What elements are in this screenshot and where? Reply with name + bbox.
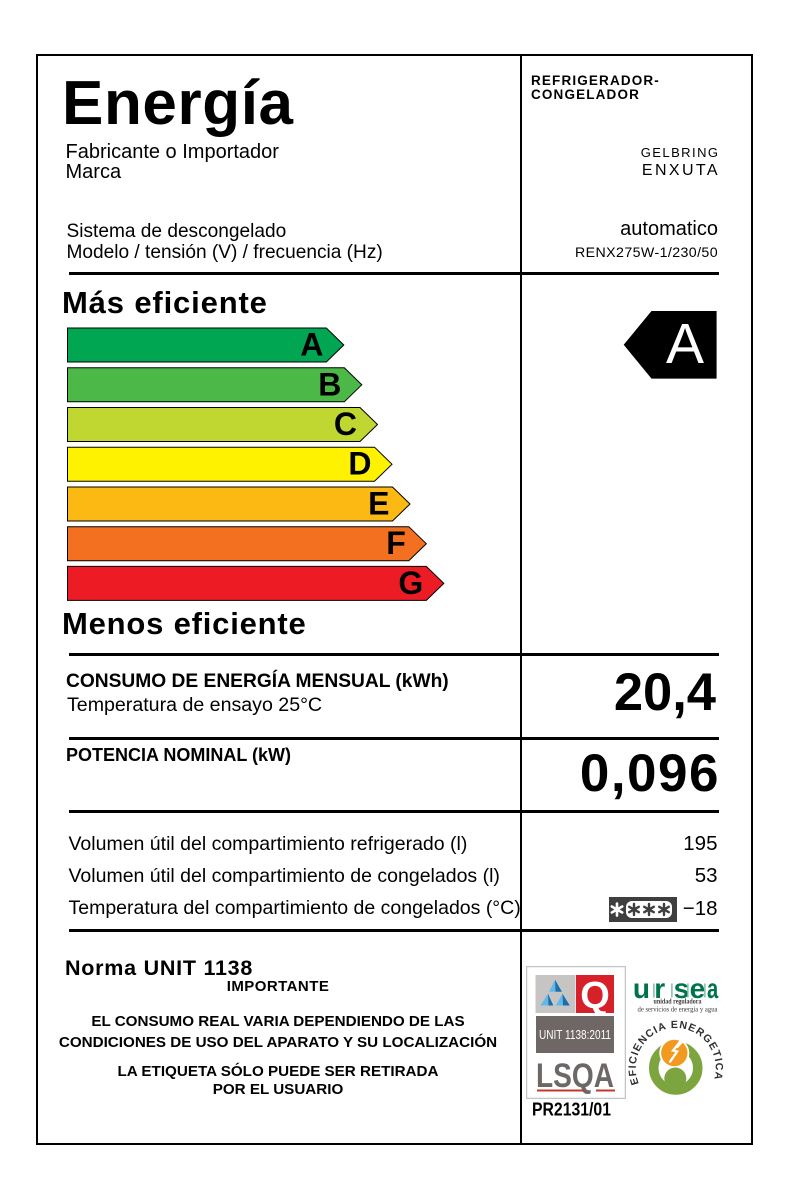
svg-text:E: E	[368, 486, 389, 522]
svg-text:unidad reguladora: unidad reguladora	[654, 999, 703, 1006]
svg-text:C: C	[334, 406, 357, 442]
svg-text:de servicios de energía y agua: de servicios de energía y agua	[638, 1006, 719, 1014]
svg-text:e: e	[690, 975, 706, 1004]
svg-text:r: r	[654, 975, 665, 1004]
svg-text:LSQA: LSQA	[536, 1057, 614, 1095]
svg-text:s: s	[674, 975, 690, 1004]
svg-text:PR2131/01: PR2131/01	[532, 1099, 611, 1120]
svg-text:A: A	[666, 312, 704, 376]
svg-text:B: B	[318, 366, 341, 402]
svg-text:UNIT 1138:2011: UNIT 1138:2011	[539, 1027, 611, 1042]
svg-text:F: F	[386, 525, 406, 561]
svg-text:G: G	[398, 565, 423, 601]
svg-text:A: A	[300, 327, 323, 363]
svg-text:Q: Q	[580, 975, 610, 1017]
svg-text:a: a	[707, 975, 719, 1005]
svg-text:u: u	[633, 975, 650, 1004]
svg-text:D: D	[348, 446, 371, 482]
